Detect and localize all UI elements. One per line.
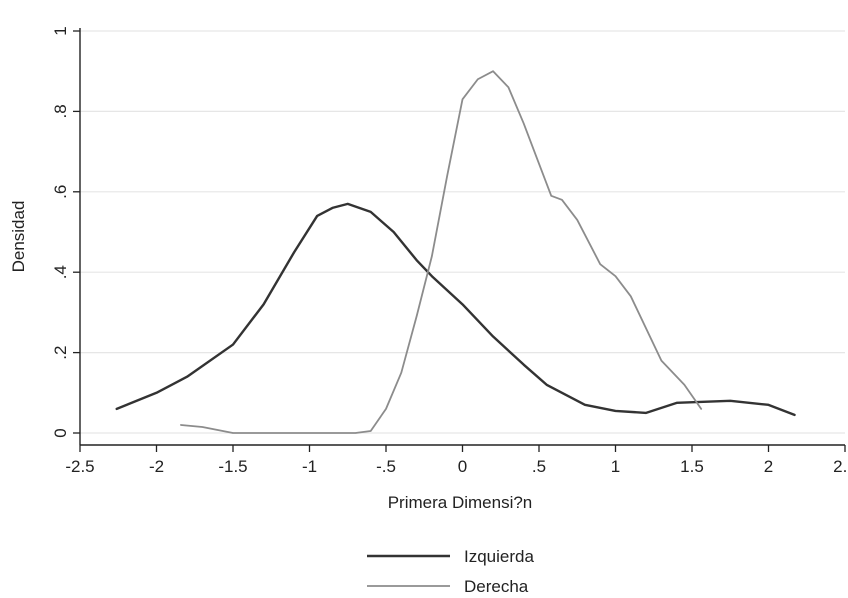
x-tick-label-4: -.5: [376, 457, 396, 476]
legend-label-izquierda: Izquierda: [464, 547, 534, 566]
y-tick-label-1: .2: [51, 346, 70, 360]
x-tick-label-7: 1: [611, 457, 620, 476]
x-tick-label-5: 0: [458, 457, 467, 476]
legend: Izquierda Derecha: [367, 547, 534, 596]
y-tick-label-0: 0: [51, 428, 70, 437]
series-line-izquierda: [115, 202, 796, 417]
x-tick-label-3: -1: [302, 457, 317, 476]
y-tick-label-5: 1: [51, 26, 70, 35]
x-tick-label-9: 2: [764, 457, 773, 476]
x-tick-label-8: 1.5: [680, 457, 704, 476]
x-axis-label: Primera Dimensi?n: [388, 493, 533, 512]
x-tick-label-2: -1.5: [218, 457, 247, 476]
x-tick-label-1: -2: [149, 457, 164, 476]
axes: 0 .2 .4 .6 .8 1 -2.5 -2 -1.5 -1 -.5 0 .5 1 1.5 2 2.5: [51, 26, 848, 476]
x-tick-label-10: 2.5: [833, 457, 848, 476]
x-tick-label-6: .5: [532, 457, 546, 476]
series-line-derecha: [180, 70, 703, 434]
x-tick-label-0: -2.5: [65, 457, 94, 476]
legend-label-derecha: Derecha: [464, 577, 529, 596]
y-tick-label-2: .4: [51, 265, 70, 279]
series-lines: [115, 70, 796, 434]
y-tick-label-3: .6: [51, 185, 70, 199]
y-tick-label-4: .8: [51, 104, 70, 118]
y-axis-label: Densidad: [9, 201, 28, 273]
gridlines: [80, 30, 845, 434]
